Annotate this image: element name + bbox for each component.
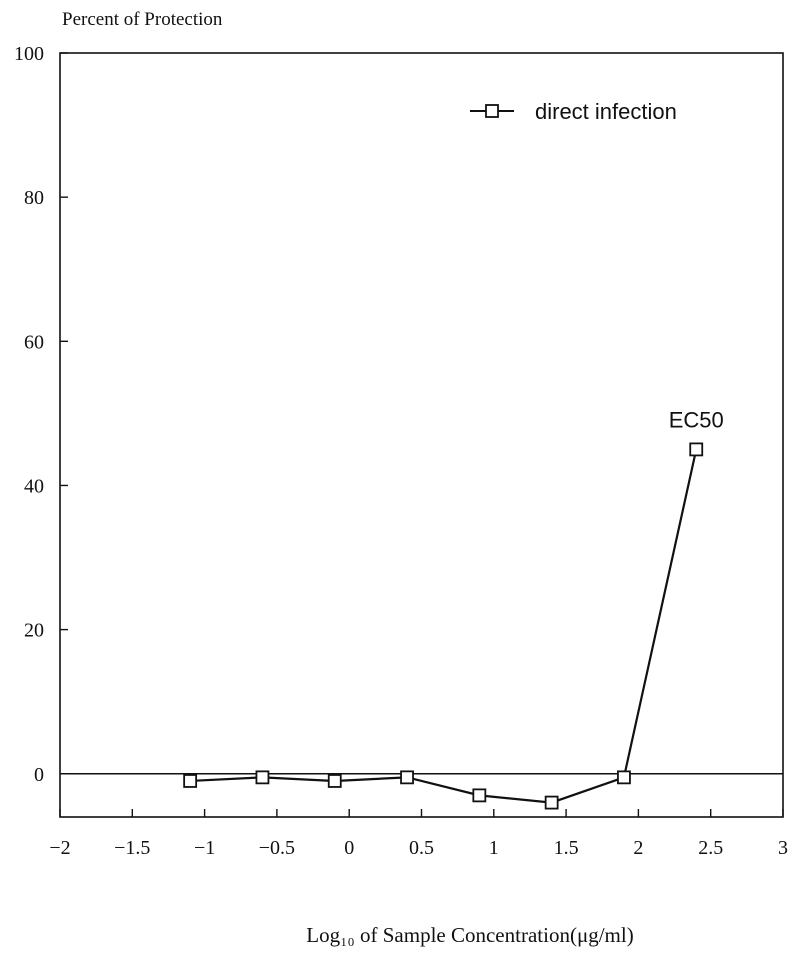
- y-axis-label: Percent of Protection: [62, 9, 223, 30]
- x-tick-label: −0.5: [259, 837, 295, 859]
- x-tick-label: 2.5: [698, 837, 723, 859]
- y-tick-label: 60: [24, 331, 44, 353]
- x-tick-label: −2: [49, 837, 70, 859]
- plot-border: [59, 52, 784, 818]
- series-line: [190, 449, 698, 804]
- legend-label: direct infection: [535, 99, 677, 124]
- data-point: [617, 770, 631, 785]
- x-tick-label: 1: [489, 837, 499, 859]
- data-point: [255, 770, 270, 785]
- x-axis-label: Log₁₀ of Sample Concentration(μg/ml): [306, 923, 633, 947]
- y-tick-label: 80: [24, 187, 44, 209]
- annotation-label: EC50: [669, 407, 724, 432]
- y-tick-label: 40: [24, 475, 44, 497]
- y-tick-label: 20: [24, 620, 44, 642]
- x-tick-label: 3: [778, 837, 788, 859]
- x-tick-label: 1.5: [554, 837, 579, 859]
- data-point: [689, 442, 704, 457]
- data-point: [544, 795, 559, 810]
- y-axis: 0 20 40 60 80 100: [14, 43, 68, 786]
- x-tick-label: 0.5: [409, 837, 434, 859]
- series-layer: [183, 442, 704, 810]
- x-tick-label: −1: [194, 837, 215, 859]
- x-axis: −2 −1.5 −1 −0.5 0 0.5 1 1.5 2 2.5 3: [49, 809, 788, 859]
- data-point: [472, 788, 487, 803]
- data-point: [327, 774, 342, 788]
- legend: direct infection: [470, 99, 677, 124]
- x-tick-label: −1.5: [114, 837, 150, 859]
- y-tick-label: 0: [34, 764, 44, 786]
- plot-area: [59, 52, 784, 818]
- annotations: EC50: [669, 407, 724, 432]
- x-tick-label: 0: [344, 837, 354, 859]
- data-point: [400, 770, 414, 785]
- x-tick-label: 2: [633, 837, 643, 859]
- y-tick-label: 100: [14, 43, 44, 65]
- data-point: [183, 774, 198, 788]
- legend-marker: [485, 104, 499, 118]
